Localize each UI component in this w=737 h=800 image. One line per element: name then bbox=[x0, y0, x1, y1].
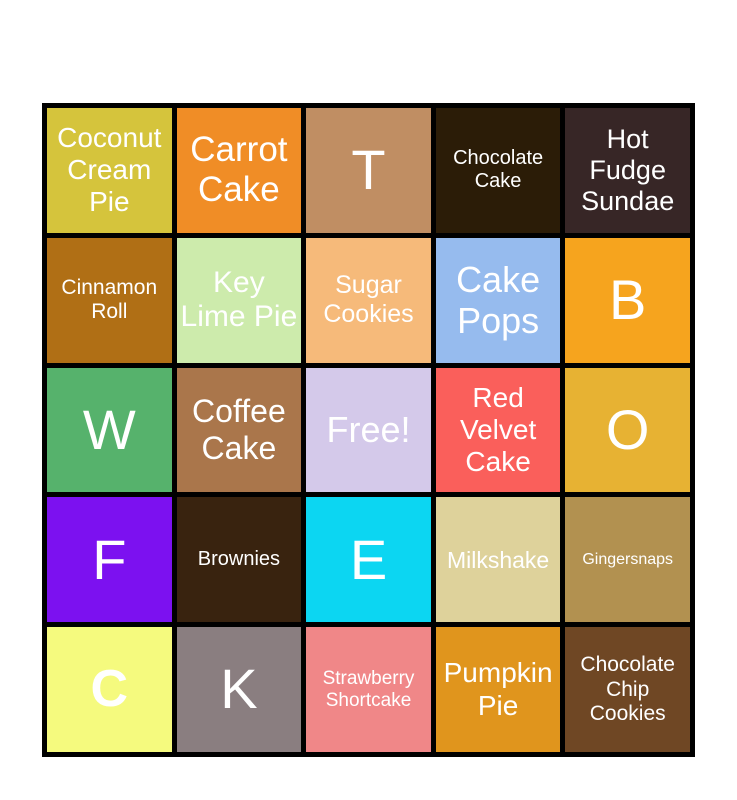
bingo-cell-r2c3[interactable]: Sugar Cookies bbox=[306, 237, 431, 363]
bingo-cell-r4c5[interactable]: Gingersnaps bbox=[565, 497, 690, 623]
cell-label: Milkshake bbox=[446, 546, 550, 573]
bingo-cell-r3c5[interactable]: O bbox=[565, 367, 690, 493]
bingo-cell-r3c2[interactable]: Coffee Cake bbox=[176, 367, 302, 493]
cell-label: T bbox=[351, 138, 386, 202]
cell-label: Key Lime Pie bbox=[180, 265, 298, 334]
cell-label: O bbox=[605, 397, 650, 461]
bingo-cell-r2c2[interactable]: Key Lime Pie bbox=[176, 237, 302, 363]
bingo-cell-free-space[interactable]: Free! bbox=[306, 367, 431, 493]
bingo-cell-r1c2[interactable]: Carrot Cake bbox=[176, 108, 302, 233]
cell-label: Hot Fudge Sundae bbox=[581, 123, 675, 216]
bingo-cell-r1c3[interactable]: T bbox=[306, 108, 431, 233]
bingo-cell-r3c1[interactable]: W bbox=[47, 367, 172, 493]
bingo-cell-r5c2[interactable]: K bbox=[176, 627, 302, 752]
bingo-cell-r4c1[interactable]: F bbox=[47, 497, 172, 623]
cell-label: Pumpkin Pie bbox=[443, 657, 553, 721]
bingo-card-grid: Coconut Cream Pie Carrot Cake T Chocolat… bbox=[42, 103, 695, 757]
bingo-cell-r5c4[interactable]: Pumpkin Pie bbox=[435, 627, 561, 752]
bingo-cell-r1c5[interactable]: Hot Fudge Sundae bbox=[565, 108, 690, 233]
bingo-cell-r3c4[interactable]: Red Velvet Cake bbox=[435, 367, 561, 493]
bingo-cell-r4c4[interactable]: Milkshake bbox=[435, 497, 561, 623]
bingo-cell-r4c3[interactable]: E bbox=[306, 497, 431, 623]
cell-label: Red Velvet Cake bbox=[459, 381, 537, 478]
cell-label: Sugar Cookies bbox=[323, 271, 414, 329]
bingo-cell-r1c4[interactable]: Chocolate Cake bbox=[435, 108, 561, 233]
cell-label: B bbox=[609, 268, 647, 331]
cell-label: Coffee Cake bbox=[192, 393, 286, 466]
bingo-cell-r2c4[interactable]: Cake Pops bbox=[435, 237, 561, 363]
cell-label: C bbox=[90, 659, 129, 718]
bingo-cell-r2c1[interactable]: Cinnamon Roll bbox=[47, 237, 172, 363]
cell-label: Gingersnaps bbox=[582, 550, 674, 568]
cell-label: Coconut Cream Pie bbox=[57, 122, 162, 218]
cell-label: E bbox=[349, 527, 388, 591]
bingo-cell-r5c3[interactable]: Strawberry Shortcake bbox=[306, 627, 431, 752]
cell-label: F bbox=[92, 527, 127, 591]
cell-label: K bbox=[220, 657, 258, 721]
cell-label: W bbox=[82, 397, 136, 461]
cell-label: Brownies bbox=[197, 548, 281, 571]
bingo-cell-r1c1[interactable]: Coconut Cream Pie bbox=[47, 108, 172, 233]
cell-label: Free! bbox=[326, 409, 411, 451]
bingo-cell-r4c2[interactable]: Brownies bbox=[176, 497, 302, 623]
cell-label: Cinnamon Roll bbox=[61, 276, 158, 324]
cell-label: Strawberry Shortcake bbox=[322, 667, 415, 711]
bingo-cell-r5c5[interactable]: Chocolate Chip Cookies bbox=[565, 627, 690, 752]
cell-label: Chocolate Chip Cookies bbox=[580, 653, 675, 725]
cell-label: Chocolate Cake bbox=[453, 147, 544, 193]
cell-label: Cake Pops bbox=[456, 258, 541, 342]
bingo-cell-r5c1[interactable]: C bbox=[47, 627, 172, 752]
cell-label: Carrot Cake bbox=[190, 130, 288, 210]
bingo-cell-r2c5[interactable]: B bbox=[565, 237, 690, 363]
